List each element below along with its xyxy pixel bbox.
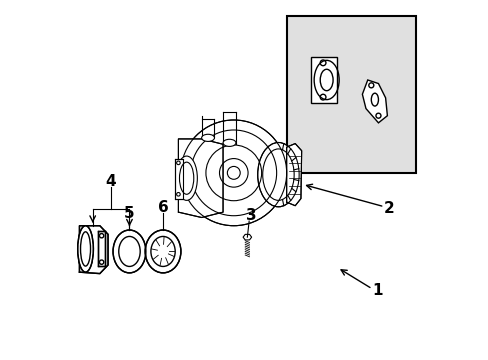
Bar	[178, 139, 241, 217]
Ellipse shape	[257, 143, 299, 207]
Polygon shape	[178, 139, 223, 217]
Ellipse shape	[145, 230, 181, 273]
Polygon shape	[243, 234, 251, 240]
Bar	[175, 158, 183, 199]
Polygon shape	[362, 80, 386, 123]
Text: 6: 6	[157, 201, 168, 215]
Circle shape	[181, 120, 286, 226]
Polygon shape	[80, 226, 108, 274]
Text: 4: 4	[105, 174, 116, 189]
Polygon shape	[310, 57, 337, 103]
Ellipse shape	[176, 156, 197, 201]
Ellipse shape	[201, 134, 214, 141]
Polygon shape	[286, 144, 301, 206]
Text: 5: 5	[124, 206, 135, 221]
Text: 3: 3	[245, 208, 256, 223]
Text: 2: 2	[384, 201, 394, 216]
Ellipse shape	[223, 139, 235, 147]
Ellipse shape	[78, 226, 93, 272]
FancyBboxPatch shape	[287, 16, 415, 173]
Bar	[98, 231, 105, 266]
Ellipse shape	[113, 230, 145, 273]
Text: 1: 1	[371, 283, 382, 298]
